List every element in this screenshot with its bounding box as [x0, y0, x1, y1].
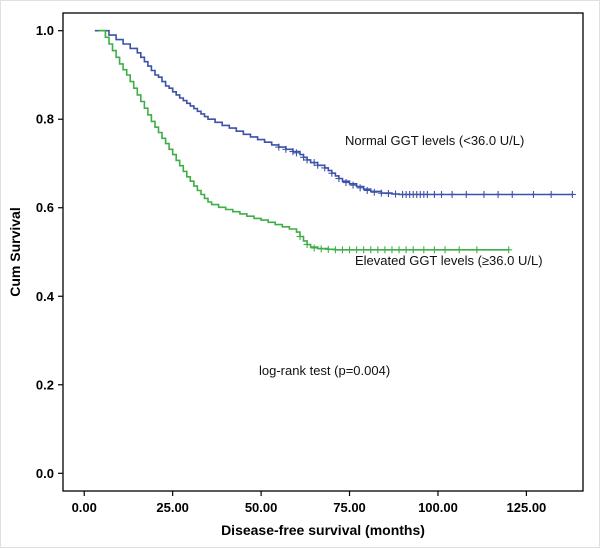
survival-curve-normal-ggt	[94, 29, 573, 196]
x-tick-label: 50.00	[245, 500, 278, 515]
y-tick-label: 0.6	[36, 200, 54, 215]
plot-frame	[62, 12, 584, 492]
y-tick-label: 0.0	[36, 466, 54, 481]
y-tick-label: 0.8	[36, 112, 54, 127]
x-tick-label: 0.00	[72, 500, 97, 515]
series-label-elevated-ggt: Elevated GGT levels (≥36.0 U/L)	[355, 253, 543, 268]
log-rank-annotation: log-rank test (p=0.004)	[259, 363, 391, 378]
y-tick-label: 1.0	[36, 23, 54, 38]
x-tick-label: 25.00	[156, 500, 189, 515]
x-tick-label: 100.00	[418, 500, 458, 515]
x-axis-title: Disease-free survival (months)	[221, 522, 425, 538]
y-tick-label: 0.2	[36, 377, 54, 392]
y-tick-label: 0.4	[36, 289, 55, 304]
y-axis-title: Cum Survival	[7, 207, 23, 297]
x-tick-label: 75.00	[333, 500, 366, 515]
survival-curve-elevated-ggt	[98, 29, 509, 251]
x-tick-label: 125.00	[507, 500, 547, 515]
series-label-normal-ggt: Normal GGT levels (<36.0 U/L)	[345, 133, 525, 148]
